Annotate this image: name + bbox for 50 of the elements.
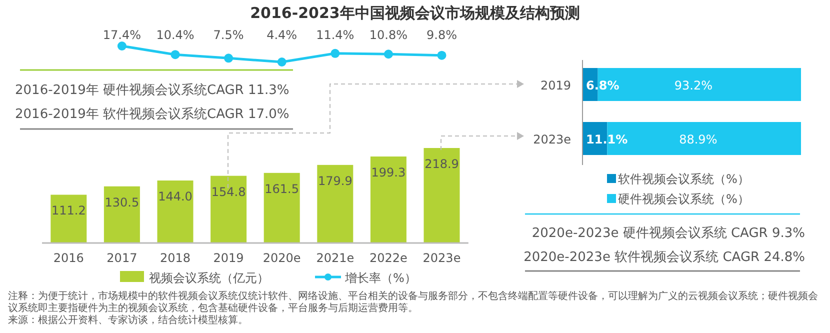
x-tick-label: 2020e	[262, 251, 301, 265]
data-label: 93.2%	[674, 78, 713, 92]
source-note: 来源：根据公开资料、专家访谈，结合统计模型核算。	[8, 315, 249, 327]
text: 2016-2019年 硬件视频会议系统CAGR 11.3%	[15, 83, 290, 98]
data-label: 7.5%	[213, 28, 244, 42]
data-label: 88.9%	[679, 132, 718, 146]
point	[277, 58, 286, 66]
data-label: 10.4%	[156, 28, 194, 42]
text: 2020e-2023e 软件视频会议系统 CAGR 24.8%	[524, 250, 805, 265]
data-label: 6.8%	[586, 78, 620, 92]
data-label: 179.9	[318, 174, 352, 188]
text: 2016-2019年 软件视频会议系统CAGR 17.0%	[15, 107, 290, 122]
x-tick-label: 2019	[213, 251, 244, 265]
data-label: 111.2	[51, 204, 86, 218]
data-label: 144.0	[158, 190, 192, 204]
x-tick-label: 2016	[53, 251, 84, 265]
point	[224, 54, 234, 63]
bar	[424, 148, 460, 243]
data-label: 10.8%	[369, 28, 408, 42]
bar	[50, 194, 87, 243]
bar	[210, 176, 247, 243]
text: 2020e-2023e 硬件视频会议系统 CAGR 9.3%	[532, 226, 805, 241]
point	[384, 50, 393, 59]
text: 2016-2023年中国视频会议市场规模及结构预测	[250, 4, 580, 22]
data-label: 11.4%	[316, 28, 354, 42]
bar	[104, 186, 140, 243]
x-tick-label: 2023e	[422, 251, 461, 265]
bar	[370, 156, 406, 243]
data-label: 17.4%	[102, 28, 142, 42]
x-tick-label: 2022e	[369, 251, 408, 265]
data-label: 199.3	[371, 166, 406, 180]
point	[117, 42, 126, 50]
bar	[317, 164, 354, 243]
data-label: 11.1%	[586, 132, 628, 146]
data-label: 4.4%	[266, 28, 298, 42]
data-label: 218.9	[424, 157, 459, 171]
legend-label: 视频会议系统（亿元）	[149, 271, 269, 285]
x-tick-label: 2018	[160, 251, 191, 265]
data-label: 130.5	[104, 195, 140, 210]
point	[437, 50, 446, 60]
legend-label: 增长率（%）	[344, 271, 416, 285]
data-label: 9.8%	[426, 28, 457, 42]
x-tick-label: 2017	[106, 251, 138, 265]
point	[330, 48, 340, 58]
x-tick-label: 2021e	[316, 251, 354, 265]
data-label: 161.5	[264, 182, 300, 196]
point	[170, 50, 180, 60]
bar	[157, 180, 194, 243]
bar	[264, 172, 300, 243]
data-label: 154.8	[211, 184, 246, 199]
